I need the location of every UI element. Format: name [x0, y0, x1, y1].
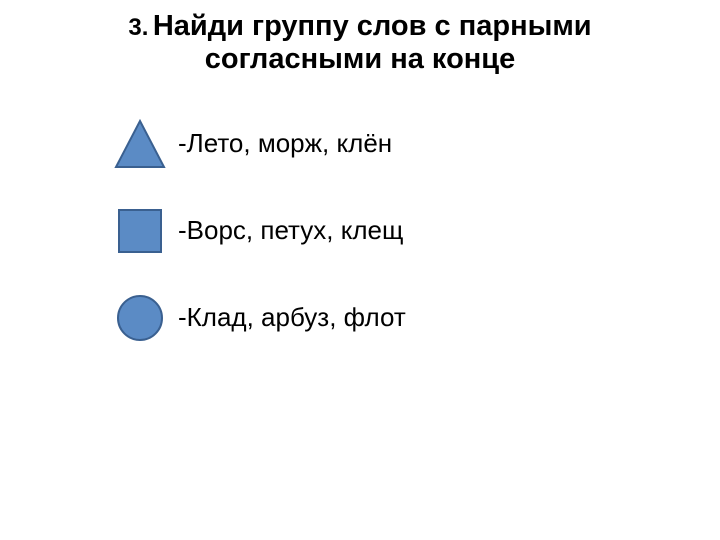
triangle-icon — [110, 116, 170, 171]
option-text-1: -Лето, морж, клён — [178, 128, 392, 159]
circle-icon — [110, 290, 170, 345]
option-text-3: -Клад, арбуз, флот — [178, 302, 406, 333]
question-title: 3. Найди группу слов с парными согласным… — [0, 0, 720, 76]
option-row-1[interactable]: -Лето, морж, клён — [110, 116, 720, 171]
question-number: 3. — [128, 14, 148, 41]
title-text-1: Найди группу слов с парными — [153, 10, 592, 42]
option-row-3[interactable]: -Клад, арбуз, флот — [110, 290, 720, 345]
option-text-2: -Ворс, петух, клещ — [178, 215, 403, 246]
title-text-2: согласными на конце — [0, 43, 720, 76]
options-list: -Лето, морж, клён -Ворс, петух, клещ -Кл… — [0, 116, 720, 345]
title-line-1: 3. Найди группу слов с парными — [0, 10, 720, 43]
option-row-2[interactable]: -Ворс, петух, клещ — [110, 203, 720, 258]
square-icon — [110, 203, 170, 258]
